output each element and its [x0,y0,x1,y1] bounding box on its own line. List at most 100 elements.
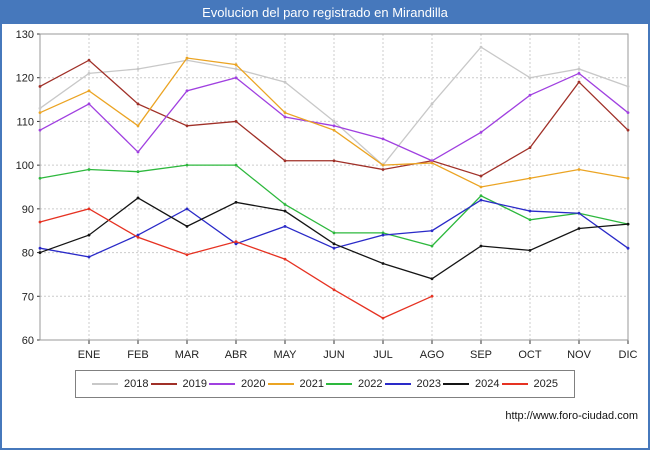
series-point-2023 [577,211,581,215]
series-point-2025 [332,288,336,292]
series-point-2025 [430,294,434,298]
series-point-2022 [381,231,385,235]
legend-swatch-2018 [92,383,118,385]
series-point-2024 [479,244,483,248]
y-tick-label: 110 [16,116,34,128]
legend-label-2024: 2024 [475,378,500,390]
legend-item-2019: 2019 [150,378,207,390]
series-point-2018 [577,67,581,71]
legend-item-2025: 2025 [501,378,558,390]
series-point-2025 [185,253,189,257]
series-point-2025 [381,316,385,320]
series-point-2018 [626,85,630,88]
series-point-2024 [87,233,91,237]
x-tick-label: ABR [225,349,248,361]
x-tick-label: NOV [567,349,592,361]
series-point-2021 [381,163,385,167]
series-point-2025 [136,235,140,239]
series-point-2020 [136,150,140,154]
x-tick-label: SEP [470,349,492,361]
series-point-2024 [577,227,581,230]
series-point-2024 [430,277,434,281]
series-point-2018 [430,102,434,106]
series-point-2020 [38,128,42,132]
series-point-2020 [381,137,385,141]
series-point-2021 [479,185,483,189]
legend-label-2019: 2019 [182,378,207,390]
series-point-2019 [479,174,483,178]
series-point-2018 [479,45,483,49]
x-tick-label: DIC [619,349,638,361]
legend-item-2020: 2020 [209,378,265,390]
series-point-2020 [577,71,581,75]
x-tick-label: AGO [420,349,445,361]
legend-label-2023: 2023 [416,378,441,390]
series-point-2018 [38,106,42,110]
y-tick-label: 100 [16,160,34,172]
plot-border [39,33,629,341]
series-point-2018 [283,80,287,84]
series-point-2020 [479,130,483,134]
x-tick-label: FEB [127,349,148,361]
series-point-2020 [528,93,532,97]
series-point-2022 [38,176,42,180]
series-point-2020 [87,102,91,106]
series-point-2023 [626,246,630,250]
series-point-2025 [234,240,238,244]
series-point-2024 [528,248,532,252]
legend-label-2018: 2018 [124,378,149,390]
series-point-2019 [381,168,385,171]
series-point-2019 [136,102,140,106]
series-point-2020 [283,115,287,119]
legend-label-2021: 2021 [299,378,324,390]
series-point-2021 [430,161,434,165]
legend-swatch-2022 [326,383,352,385]
series-point-2019 [283,159,287,163]
series-point-2019 [234,120,238,123]
legend-swatch-2023 [384,383,411,385]
series-point-2024 [234,200,238,204]
series-point-2021 [332,128,336,132]
series-point-2023 [185,207,189,211]
series-point-2021 [87,89,91,93]
series-point-2022 [479,194,483,198]
series-point-2018 [528,76,532,80]
x-tick-label: JUL [373,349,393,361]
line-chart: 60 70 80 90 100 110 120 130 ENE FEB MAR ABR MAY JUN JU… [16,29,638,361]
series-point-2023 [283,224,287,228]
series-point-2019 [38,85,42,88]
series-point-2024 [381,262,385,265]
series-point-2022 [430,244,434,248]
series-point-2020 [185,89,189,93]
y-tick-label: 90 [22,204,34,216]
x-tick-label: OCT [518,349,542,361]
series-point-2023 [234,242,238,246]
y-tick-label: 70 [22,291,34,303]
series-point-2023 [381,233,385,237]
series-point-2024 [283,209,287,213]
series-point-2020 [626,111,630,115]
series-point-2023 [332,246,336,250]
chart-legend: 2018 2019 2020 2021 2022 2023 2024 2025 [75,370,575,398]
x-tick-label: MAR [175,349,200,361]
series-point-2025 [87,207,91,211]
series-point-2019 [528,146,532,150]
series-point-2023 [136,233,140,237]
x-tick-label: ENE [78,349,101,361]
series-point-2019 [626,128,630,132]
series-point-2018 [87,71,91,75]
x-tick-label: JUN [323,349,344,361]
legend-swatch-2020 [209,383,235,385]
y-tick-label: 120 [16,73,34,85]
series-point-2023 [87,255,91,259]
series-point-2021 [234,63,238,66]
series-point-2022 [283,203,287,206]
series-point-2018 [136,67,140,71]
series-point-2020 [234,76,238,80]
series-point-2018 [234,67,238,71]
series-point-2021 [528,176,532,180]
series-point-2025 [38,220,42,224]
series-point-2022 [332,231,336,235]
series-point-2021 [626,176,630,180]
legend-swatch-2021 [267,383,294,385]
